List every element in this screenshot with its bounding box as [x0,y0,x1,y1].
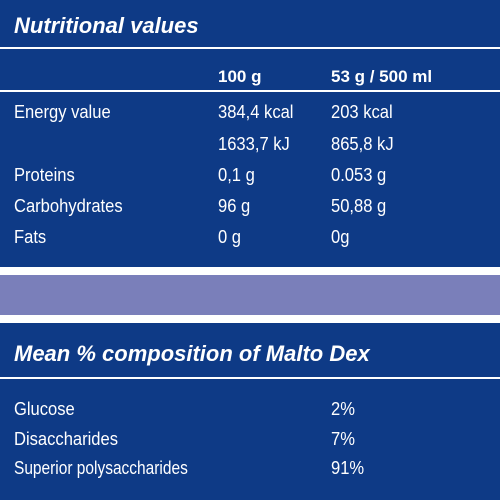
value-per-100g: 384,4 kcal [218,102,294,122]
white-stripe [0,315,500,323]
value-per-serving: 0.053 g [331,165,387,185]
composition-label: Disaccharides [14,429,119,449]
row-label: Proteins [14,165,75,185]
lavender-stripe [0,275,500,315]
composition-value: 7% [331,429,355,449]
title-divider [0,47,500,49]
value-per-serving: 0g [331,227,350,247]
value-per-100g: 1633,7 kJ [218,134,290,154]
composition-divider [0,377,500,379]
composition-value: 2% [331,399,355,419]
column-header-100g: 100 g [218,67,262,86]
composition-label: Superior polysaccharides [14,458,188,478]
composition-label: Glucose [14,399,75,419]
row-label: Carbohydrates [14,196,123,216]
value-per-100g: 0 g [218,227,242,247]
nutrition-title: Nutritional values [14,13,199,38]
value-per-serving: 50,88 g [331,196,387,216]
value-per-100g: 0,1 g [218,165,255,185]
composition-title: Mean % composition of Malto Dex [14,341,370,366]
row-label: Fats [14,227,47,247]
composition-value: 91% [331,458,365,478]
white-stripe [0,267,500,275]
row-label: Energy value [14,102,111,122]
column-header-serving: 53 g / 500 ml [331,67,433,86]
value-per-serving: 865,8 kJ [331,134,394,154]
value-per-serving: 203 kcal [331,102,393,122]
header-divider [0,90,500,92]
value-per-100g: 96 g [218,196,251,216]
